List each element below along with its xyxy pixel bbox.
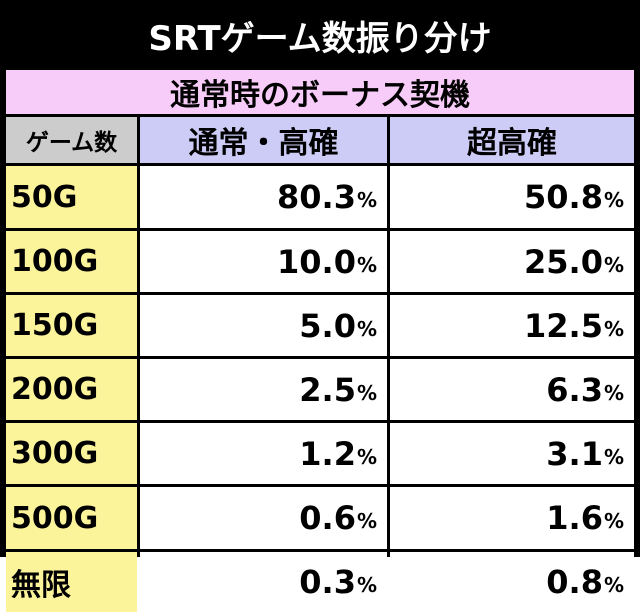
value-number: 10.0 [277,242,356,281]
row-label: 200G [6,359,137,420]
value-super-high: 12.5% [390,295,634,356]
value-number: 3.1 [546,434,603,473]
value-normal-high: 1.2% [140,423,387,484]
value-number: 0.8 [546,563,603,601]
page-title: SRTゲーム数振り分け [0,0,640,70]
value-number: 5.0 [299,306,356,345]
percent-sign: % [356,380,377,405]
value-super-high: 6.3% [390,359,634,420]
value-normal-high: 0.6% [140,487,387,549]
value-number: 1.6 [546,499,603,537]
section-heading: 通常時のボーナス契機 [6,70,634,114]
value-number: 80.3 [277,178,356,216]
distribution-table: 通常時のボーナス契機 ゲーム数 通常・高確 超高確 50G 80.3% 50.8… [6,70,634,612]
percent-sign: % [603,252,624,277]
value-number: 2.5 [299,370,356,409]
percent-sign: % [603,509,624,533]
value-super-high: 1.6% [390,487,634,549]
row-label: 150G [6,295,137,356]
row-label: 100G [6,231,137,292]
percent-sign: % [603,316,624,341]
value-number: 1.2 [299,434,356,473]
percent-sign: % [603,573,624,597]
value-number: 0.3 [299,563,356,601]
value-normal-high: 10.0% [140,231,387,292]
percent-sign: % [603,188,624,212]
percent-sign: % [603,380,624,405]
row-label: 500G [6,487,137,549]
percent-sign: % [356,573,377,597]
percent-sign: % [356,444,377,469]
value-normal-high: 80.3% [140,166,387,228]
value-number: 12.5 [524,306,603,345]
value-normal-high: 0.3% [140,552,387,612]
percent-sign: % [356,188,377,212]
value-number: 0.6 [299,499,356,537]
column-header-normal-high: 通常・高確 [140,117,387,163]
percent-sign: % [356,252,377,277]
percent-sign: % [356,316,377,341]
percent-sign: % [356,509,377,533]
value-super-high: 50.8% [390,166,634,228]
value-normal-high: 2.5% [140,359,387,420]
column-header-games: ゲーム数 [6,117,137,163]
value-super-high: 0.8% [390,552,634,612]
row-label: 300G [6,423,137,484]
value-number: 25.0 [524,242,603,281]
column-header-super-high: 超高確 [390,117,634,163]
value-normal-high: 5.0% [140,295,387,356]
row-label: 無限 [6,552,137,612]
value-number: 6.3 [546,370,603,409]
value-super-high: 3.1% [390,423,634,484]
value-number: 50.8 [524,178,603,216]
percent-sign: % [603,444,624,469]
row-label: 50G [6,166,137,228]
value-super-high: 25.0% [390,231,634,292]
